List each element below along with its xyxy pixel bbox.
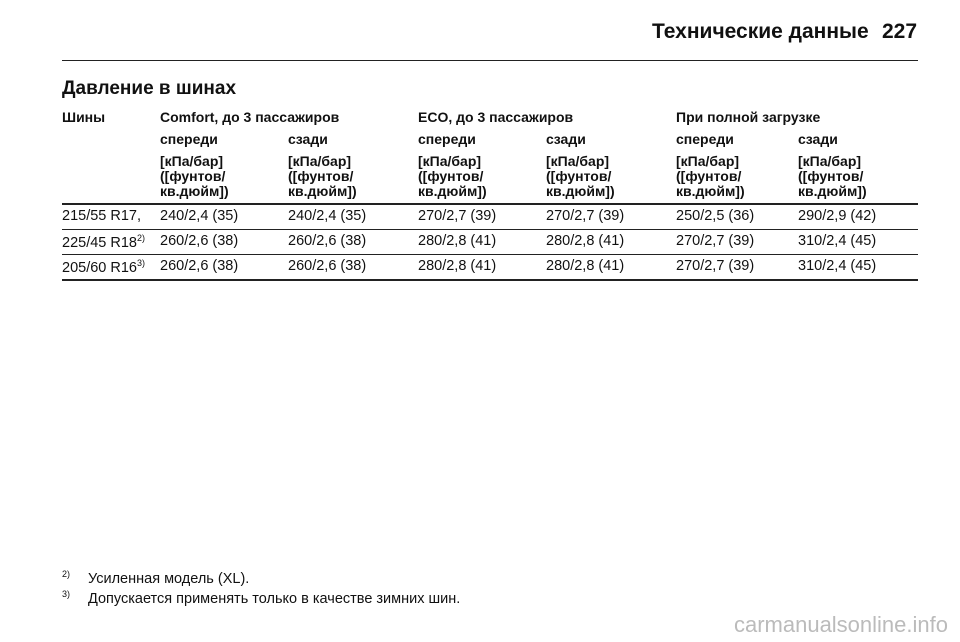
subcolumn-header: сзади xyxy=(288,131,328,147)
unit-label: [кПа/бар] xyxy=(546,153,610,169)
tire-label: 225/45 R18 xyxy=(62,234,137,251)
pressure-value: 280/2,8 (41) xyxy=(546,233,625,249)
unit-label: [кПа/бар] xyxy=(288,153,352,169)
group-header: При полной загрузке xyxy=(676,109,821,125)
section-title: Давление в шинах xyxy=(62,78,237,99)
subcolumn-header: спереди xyxy=(160,131,218,147)
pressure-value: 310/2,4 (45) xyxy=(798,258,877,274)
tire-size: 225/45 R182) xyxy=(62,233,145,251)
unit-label: кв.дюйм]) xyxy=(160,183,229,199)
page-number: 227 xyxy=(882,20,918,43)
group-header: ECO, до 3 пассажиров xyxy=(418,109,574,125)
subcolumn-header: спереди xyxy=(418,131,476,147)
pressure-value: 260/2,6 (38) xyxy=(160,233,239,249)
unit-label: [кПа/бар] xyxy=(676,153,740,169)
footnote-ref: 3) xyxy=(136,258,145,268)
unit-label: ([фунтов/ xyxy=(798,168,864,184)
pressure-value: 290/2,9 (42) xyxy=(798,208,877,224)
footnote-mark: 2) xyxy=(62,569,71,579)
pressure-value: 280/2,8 (41) xyxy=(418,233,497,249)
pressure-value: 270/2,7 (39) xyxy=(676,233,755,249)
table-rule xyxy=(62,229,918,230)
table-rule xyxy=(62,279,918,281)
tire-size: 215/55 R17, xyxy=(62,208,141,224)
header-title: Технические данные xyxy=(652,20,869,43)
footnote-text: Усиленная модель (XL). xyxy=(88,571,250,587)
footnote-ref: 2) xyxy=(136,233,145,243)
pressure-value: 240/2,4 (35) xyxy=(288,208,367,224)
pressure-value: 270/2,7 (39) xyxy=(546,208,625,224)
footnote-mark: 3) xyxy=(62,589,71,599)
pressure-value: 260/2,6 (38) xyxy=(288,258,367,274)
unit-label: ([фунтов/ xyxy=(160,168,226,184)
tire-label: 215/55 R17, xyxy=(62,208,142,224)
header-rule xyxy=(62,60,918,61)
pressure-value: 280/2,8 (41) xyxy=(546,258,625,274)
pressure-value: 260/2,6 (38) xyxy=(288,233,367,249)
group-header: Comfort, до 3 пассажиров xyxy=(160,109,340,125)
pressure-value: 310/2,4 (45) xyxy=(798,233,877,249)
unit-label: [кПа/бар] xyxy=(418,153,482,169)
footnote-text: Допускается применять только в качестве … xyxy=(88,591,461,607)
unit-label: кв.дюйм]) xyxy=(418,183,487,199)
pressure-value: 270/2,7 (39) xyxy=(418,208,497,224)
table-rule xyxy=(62,254,918,255)
pressure-value: 270/2,7 (39) xyxy=(676,258,755,274)
subcolumn-header: сзади xyxy=(798,131,838,147)
column-header: Шины xyxy=(62,109,106,125)
pressure-value: 240/2,4 (35) xyxy=(160,208,239,224)
pressure-value: 250/2,5 (36) xyxy=(676,208,755,224)
pressure-value: 260/2,6 (38) xyxy=(160,258,239,274)
table-rule xyxy=(62,203,918,205)
unit-label: ([фунтов/ xyxy=(676,168,742,184)
unit-label: кв.дюйм]) xyxy=(798,183,867,199)
subcolumn-header: сзади xyxy=(546,131,586,147)
watermark: carmanualsonline.info xyxy=(733,612,948,637)
unit-label: [кПа/бар] xyxy=(160,153,224,169)
tire-label: 205/60 R16 xyxy=(62,259,137,276)
tire-size: 205/60 R163) xyxy=(62,258,145,276)
unit-label: ([фунтов/ xyxy=(546,168,612,184)
unit-label: кв.дюйм]) xyxy=(546,183,615,199)
unit-label: [кПа/бар] xyxy=(798,153,862,169)
unit-label: кв.дюйм]) xyxy=(288,183,357,199)
unit-label: кв.дюйм]) xyxy=(676,183,745,199)
unit-label: ([фунтов/ xyxy=(288,168,354,184)
subcolumn-header: спереди xyxy=(676,131,734,147)
unit-label: ([фунтов/ xyxy=(418,168,484,184)
pressure-value: 280/2,8 (41) xyxy=(418,258,497,274)
